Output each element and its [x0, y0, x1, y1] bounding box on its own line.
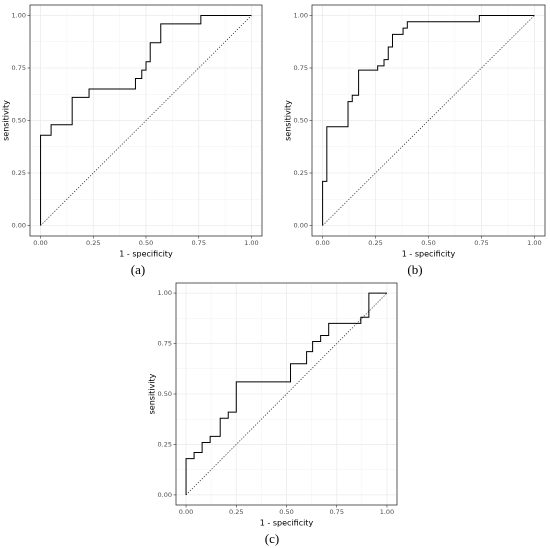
x-tick-label: 0.00	[33, 239, 47, 247]
x-tick-label: 1.00	[244, 239, 258, 247]
x-tick-label: 0.50	[421, 239, 435, 247]
roc-curve	[40, 15, 252, 226]
x-tick-label: 0.75	[474, 239, 488, 247]
roc-curve	[322, 15, 535, 226]
panel-caption: (c)	[265, 531, 279, 546]
plot-border	[29, 4, 263, 237]
y-tick-label: 0.25	[294, 169, 308, 177]
y-tick-label: 1.00	[12, 12, 26, 20]
y-axis-label: sensitivity	[284, 100, 293, 141]
x-axis-label: 1 - specificity	[402, 250, 456, 259]
reference-diagonal	[40, 15, 252, 226]
y-tick-label: 1.00	[294, 12, 308, 20]
y-tick-label: 0.50	[12, 117, 26, 125]
reference-diagonal	[322, 15, 535, 226]
y-tick-label: 0.50	[158, 390, 172, 398]
y-tick-label: 0.00	[12, 222, 26, 230]
x-tick-label: 0.25	[368, 239, 382, 247]
y-tick-label: 1.00	[158, 289, 172, 297]
x-tick-label: 0.75	[191, 239, 205, 247]
x-tick-label: 0.75	[329, 508, 343, 516]
x-axis-label: 1 - specificity	[260, 519, 314, 528]
x-tick-label: 0.50	[139, 239, 153, 247]
plot-border	[175, 282, 398, 506]
x-tick-label: 1.00	[527, 239, 541, 247]
x-tick-label: 0.00	[179, 508, 193, 516]
y-tick-label: 0.75	[12, 64, 26, 72]
y-tick-label: 0.25	[158, 440, 172, 448]
x-tick-label: 1.00	[380, 508, 394, 516]
x-axis-label: 1 - specificity	[119, 250, 173, 259]
panel-caption: (b)	[407, 262, 422, 277]
x-tick-label: 0.25	[86, 239, 100, 247]
x-tick-label: 0.00	[315, 239, 329, 247]
y-tick-label: 0.50	[294, 117, 308, 125]
y-tick-label: 0.75	[158, 340, 172, 348]
y-tick-label: 0.00	[294, 222, 308, 230]
panel-caption: (a)	[131, 262, 145, 277]
y-axis-label: sensitivity	[2, 100, 11, 141]
y-tick-label: 0.75	[294, 64, 308, 72]
x-tick-label: 0.25	[229, 508, 243, 516]
y-axis-label: sensitivity	[148, 373, 157, 414]
y-tick-label: 0.25	[12, 169, 26, 177]
y-tick-label: 0.00	[158, 491, 172, 499]
plot-border	[311, 4, 546, 237]
x-tick-label: 0.50	[279, 508, 293, 516]
roc-curve	[185, 292, 387, 495]
